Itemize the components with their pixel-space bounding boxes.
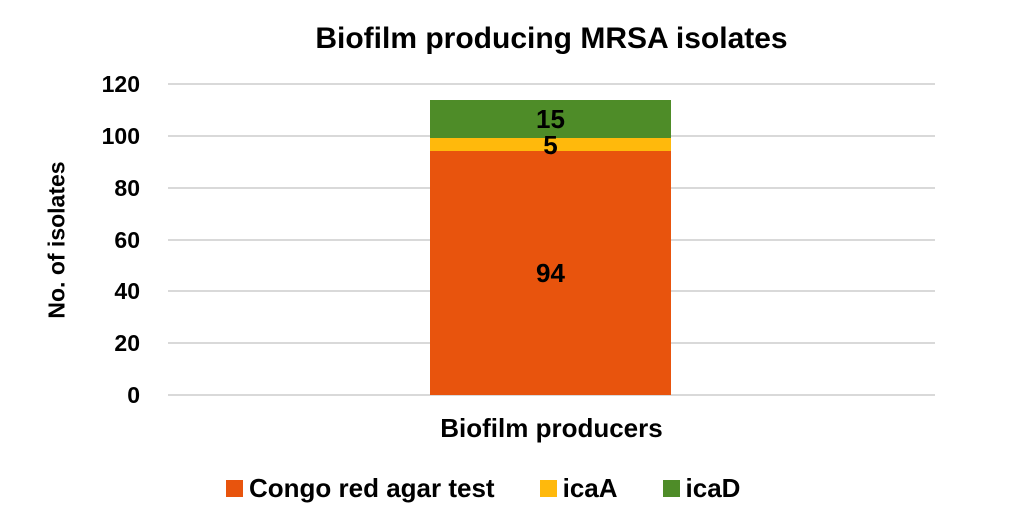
stacked-bar-biofilm-producers: 94 5 15: [430, 84, 671, 395]
legend-item-icaD: icaD: [662, 473, 741, 503]
legend-swatch-icon: [539, 479, 557, 497]
bar-segment-icaa: 5: [430, 132, 671, 158]
y-tick-label-60: 60: [114, 226, 140, 253]
chart-title: Biofilm producing MRSA isolates: [315, 22, 788, 55]
y-tick-label-0: 0: [127, 382, 140, 408]
bar-segment-value-label: 94: [536, 258, 565, 289]
gridline-0: [168, 394, 935, 396]
legend-item-icaA: icaA: [539, 473, 618, 503]
legend-label: Congo red agar test: [249, 473, 495, 503]
legend-label: icaA: [562, 473, 618, 503]
x-category-label: Biofilm producers: [440, 413, 663, 443]
bar-segment-value-label: 5: [543, 129, 558, 160]
y-tick-label-120: 120: [101, 71, 140, 97]
gridline-120: [168, 83, 935, 85]
bar-segment-icad: 15: [430, 99, 671, 139]
y-tick-label-100: 100: [101, 122, 140, 149]
legend-item-congo-red-agar-test: Congo red agar test: [226, 473, 495, 503]
plot-area: 94 5 15: [168, 83, 935, 396]
legend-label: icaD: [685, 473, 741, 503]
bar-segment-value-label: 15: [536, 104, 565, 134]
legend-swatch-icon: [662, 479, 680, 497]
bar-segment-congo-red-agar-test: 94: [430, 151, 671, 395]
legend: Congo red agar test icaA icaD: [226, 472, 740, 504]
legend-swatch-icon: [226, 479, 243, 497]
y-tick-label-40: 40: [114, 278, 140, 305]
y-tick-label-80: 80: [114, 174, 140, 201]
y-tick-label-20: 20: [114, 330, 140, 357]
